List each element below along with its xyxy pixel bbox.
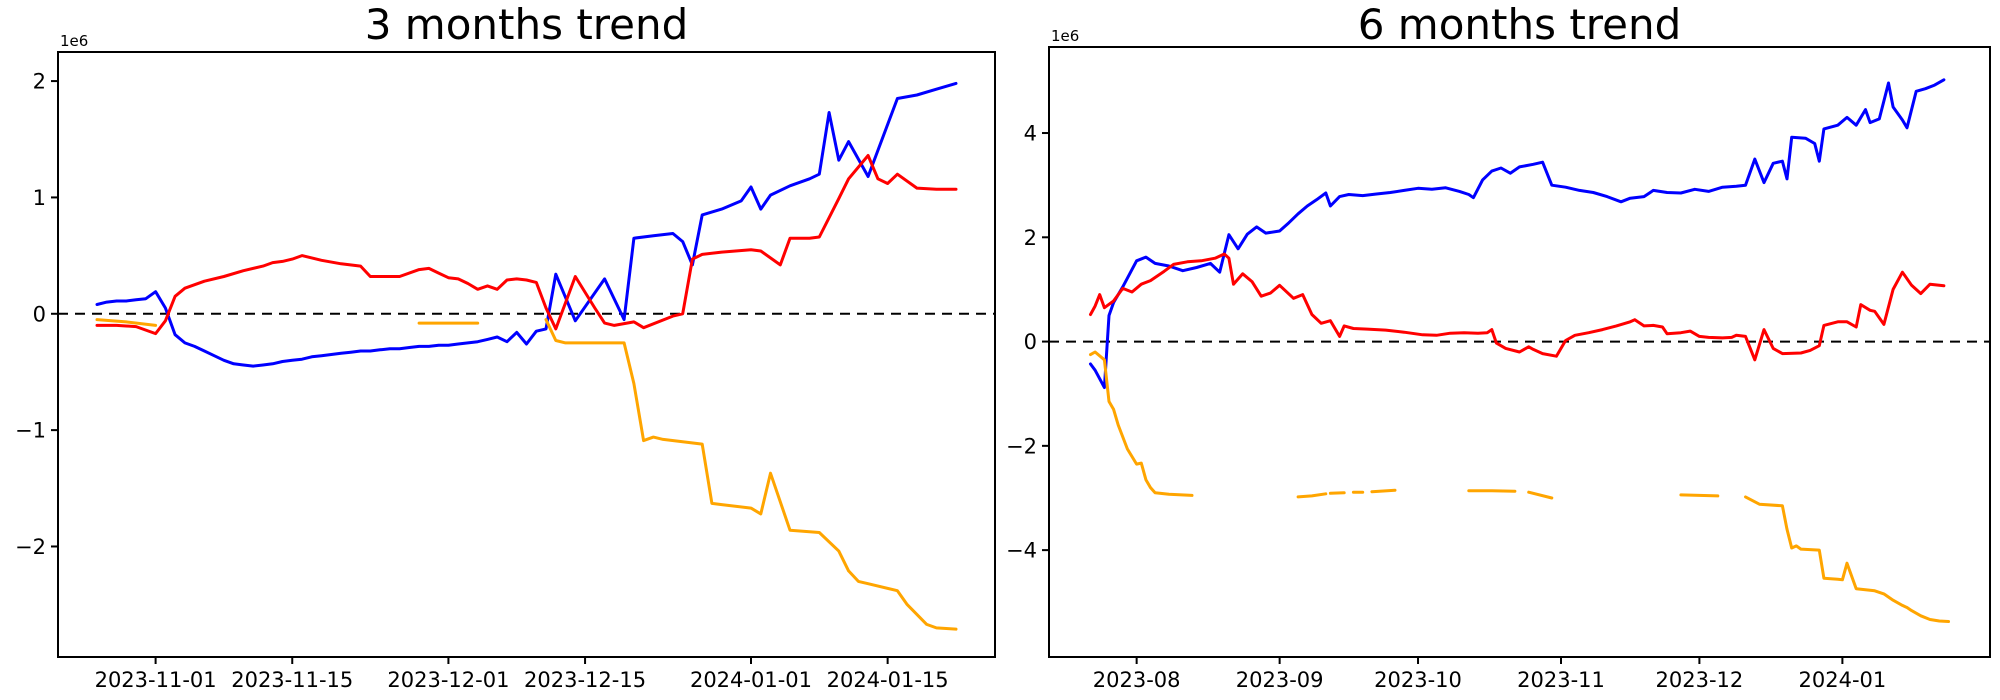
y-tick-label: 2	[33, 70, 46, 94]
y-tick-label: 4	[1024, 122, 1037, 146]
y-tick-label: 1	[33, 186, 46, 210]
series-line-blue	[1089, 78, 1946, 389]
x-tick-label: 2023-11	[1517, 668, 1605, 692]
y-tick-label: −2	[1006, 434, 1037, 458]
plot-border	[57, 51, 996, 658]
plot-border	[1048, 46, 1991, 658]
axis-offset-label: 1e6	[60, 32, 88, 50]
x-tick-label: 2023-09	[1236, 668, 1324, 692]
x-tick-label: 2024-01-01	[690, 668, 812, 692]
y-tick-label: 0	[1024, 330, 1037, 354]
x-tick-label: 2024-01	[1799, 668, 1887, 692]
series-line-orange	[544, 318, 958, 631]
series-line-red	[1089, 252, 1946, 362]
chart-title-6-months: 6 months trend	[1357, 0, 1682, 49]
x-tick-label: 2023-11-01	[95, 668, 217, 692]
series-line-orange	[1089, 350, 1194, 497]
series-line-orange	[1370, 488, 1397, 494]
series-line-orange	[1744, 495, 1950, 623]
y-tick-label: −2	[15, 535, 46, 559]
y-tick-label: 2	[1024, 226, 1037, 250]
series-line-blue	[95, 81, 958, 368]
x-tick-label: 2023-12-01	[387, 668, 509, 692]
y-tick-label: 0	[33, 302, 46, 326]
series-line-orange	[1679, 493, 1720, 498]
x-tick-label: 2023-11-15	[231, 668, 353, 692]
series-line-orange	[1296, 492, 1328, 499]
series-line-orange	[1527, 490, 1554, 500]
x-tick-label: 2024-01-15	[827, 668, 949, 692]
x-tick-label: 2023-08	[1093, 668, 1181, 692]
chart-title-3-months: 3 months trend	[364, 0, 689, 49]
series-line-orange	[1467, 489, 1517, 493]
axis-offset-label: 1e6	[1051, 27, 1079, 45]
series-line-orange	[1328, 491, 1346, 495]
x-tick-label: 2023-12	[1656, 668, 1744, 692]
series-line-orange	[95, 318, 158, 327]
series-line-red	[95, 154, 958, 336]
x-tick-label: 2023-10	[1374, 668, 1462, 692]
y-tick-label: −4	[1006, 539, 1037, 563]
x-tick-label: 2023-12-15	[524, 668, 646, 692]
y-tick-label: −1	[15, 419, 46, 443]
